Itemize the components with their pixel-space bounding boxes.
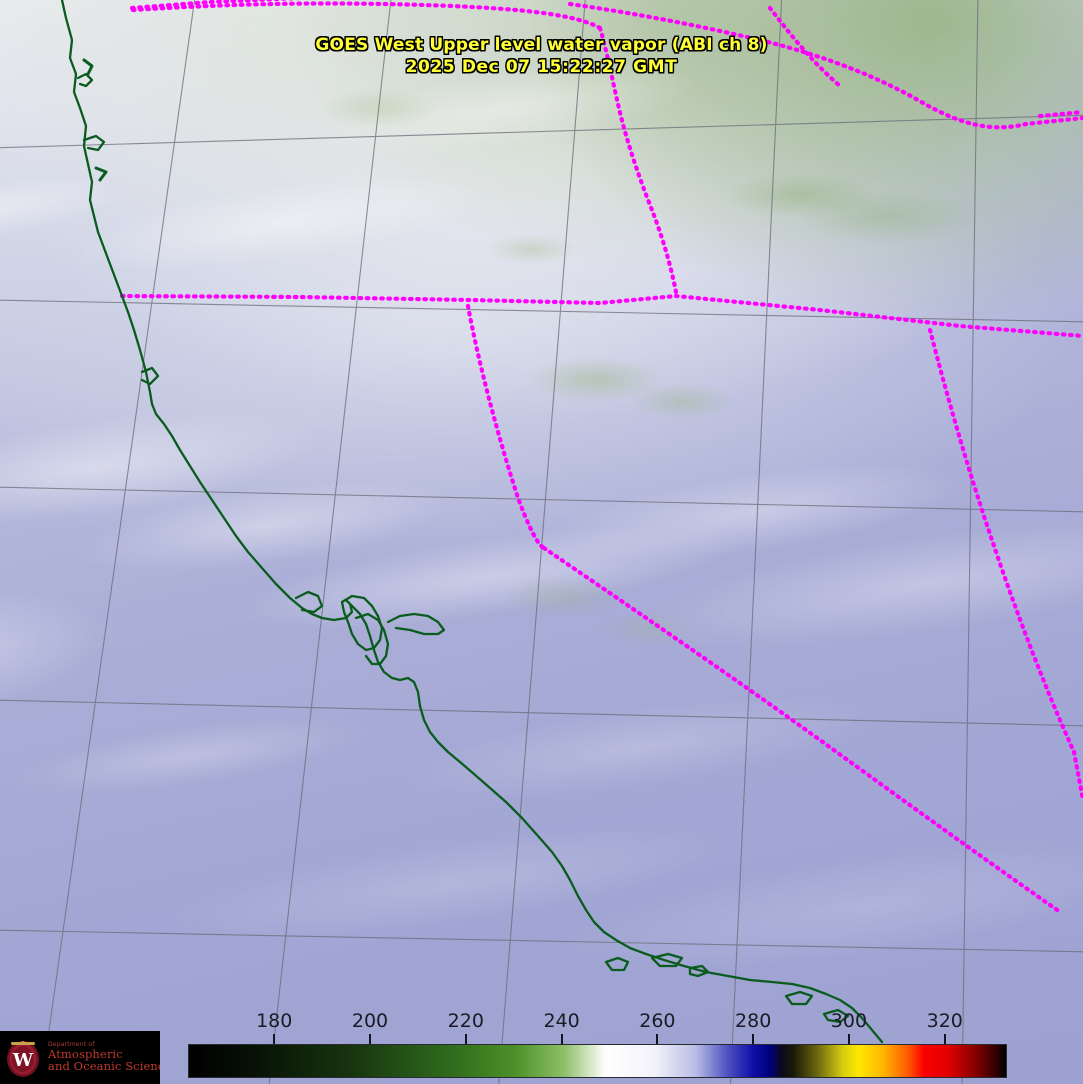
uw-aos-logo: W Department of Atmospheric and Oceanic …: [0, 1031, 160, 1084]
colorbar-tick-label: 200: [351, 1010, 389, 1032]
colorbar-tick-label: 320: [926, 1010, 963, 1032]
logo-department-line: Department of: [48, 1041, 95, 1049]
colorbar-tick: [752, 1034, 755, 1044]
colorbar-tick-label: 260: [639, 1010, 676, 1032]
colorbar-tick-label: 240: [543, 1010, 580, 1032]
logo-text-block: Department of Atmospheric and Oceanic Sc…: [48, 1042, 160, 1072]
colorbar-tick: [464, 1034, 467, 1044]
colorbar-tick: [847, 1034, 850, 1044]
colorbar-tick: [656, 1034, 659, 1044]
colorbar-tick-label: 280: [735, 1010, 772, 1032]
colorbar-tick-label: 180: [256, 1010, 293, 1032]
uw-crest-icon: W: [3, 1036, 43, 1080]
colorbar-tick: [369, 1034, 371, 1044]
colorbar-gradient[interactable]: [188, 1044, 1007, 1078]
colorbar-tick: [273, 1034, 276, 1044]
colorbar-tick: [943, 1034, 946, 1044]
logo-name-line2: and Oceanic Sciences: [48, 1058, 160, 1073]
svg-text:W: W: [12, 1050, 34, 1071]
logo-name-line1: Atmospheric: [48, 1046, 123, 1061]
colorbar-tick: [560, 1034, 563, 1044]
colorbar-legend[interactable]: 180 200 220 240 260 280 300 320: [188, 1010, 1007, 1084]
colorbar-tick-label: 220: [447, 1010, 484, 1032]
colorbar-tick-label: 300: [830, 1010, 868, 1032]
